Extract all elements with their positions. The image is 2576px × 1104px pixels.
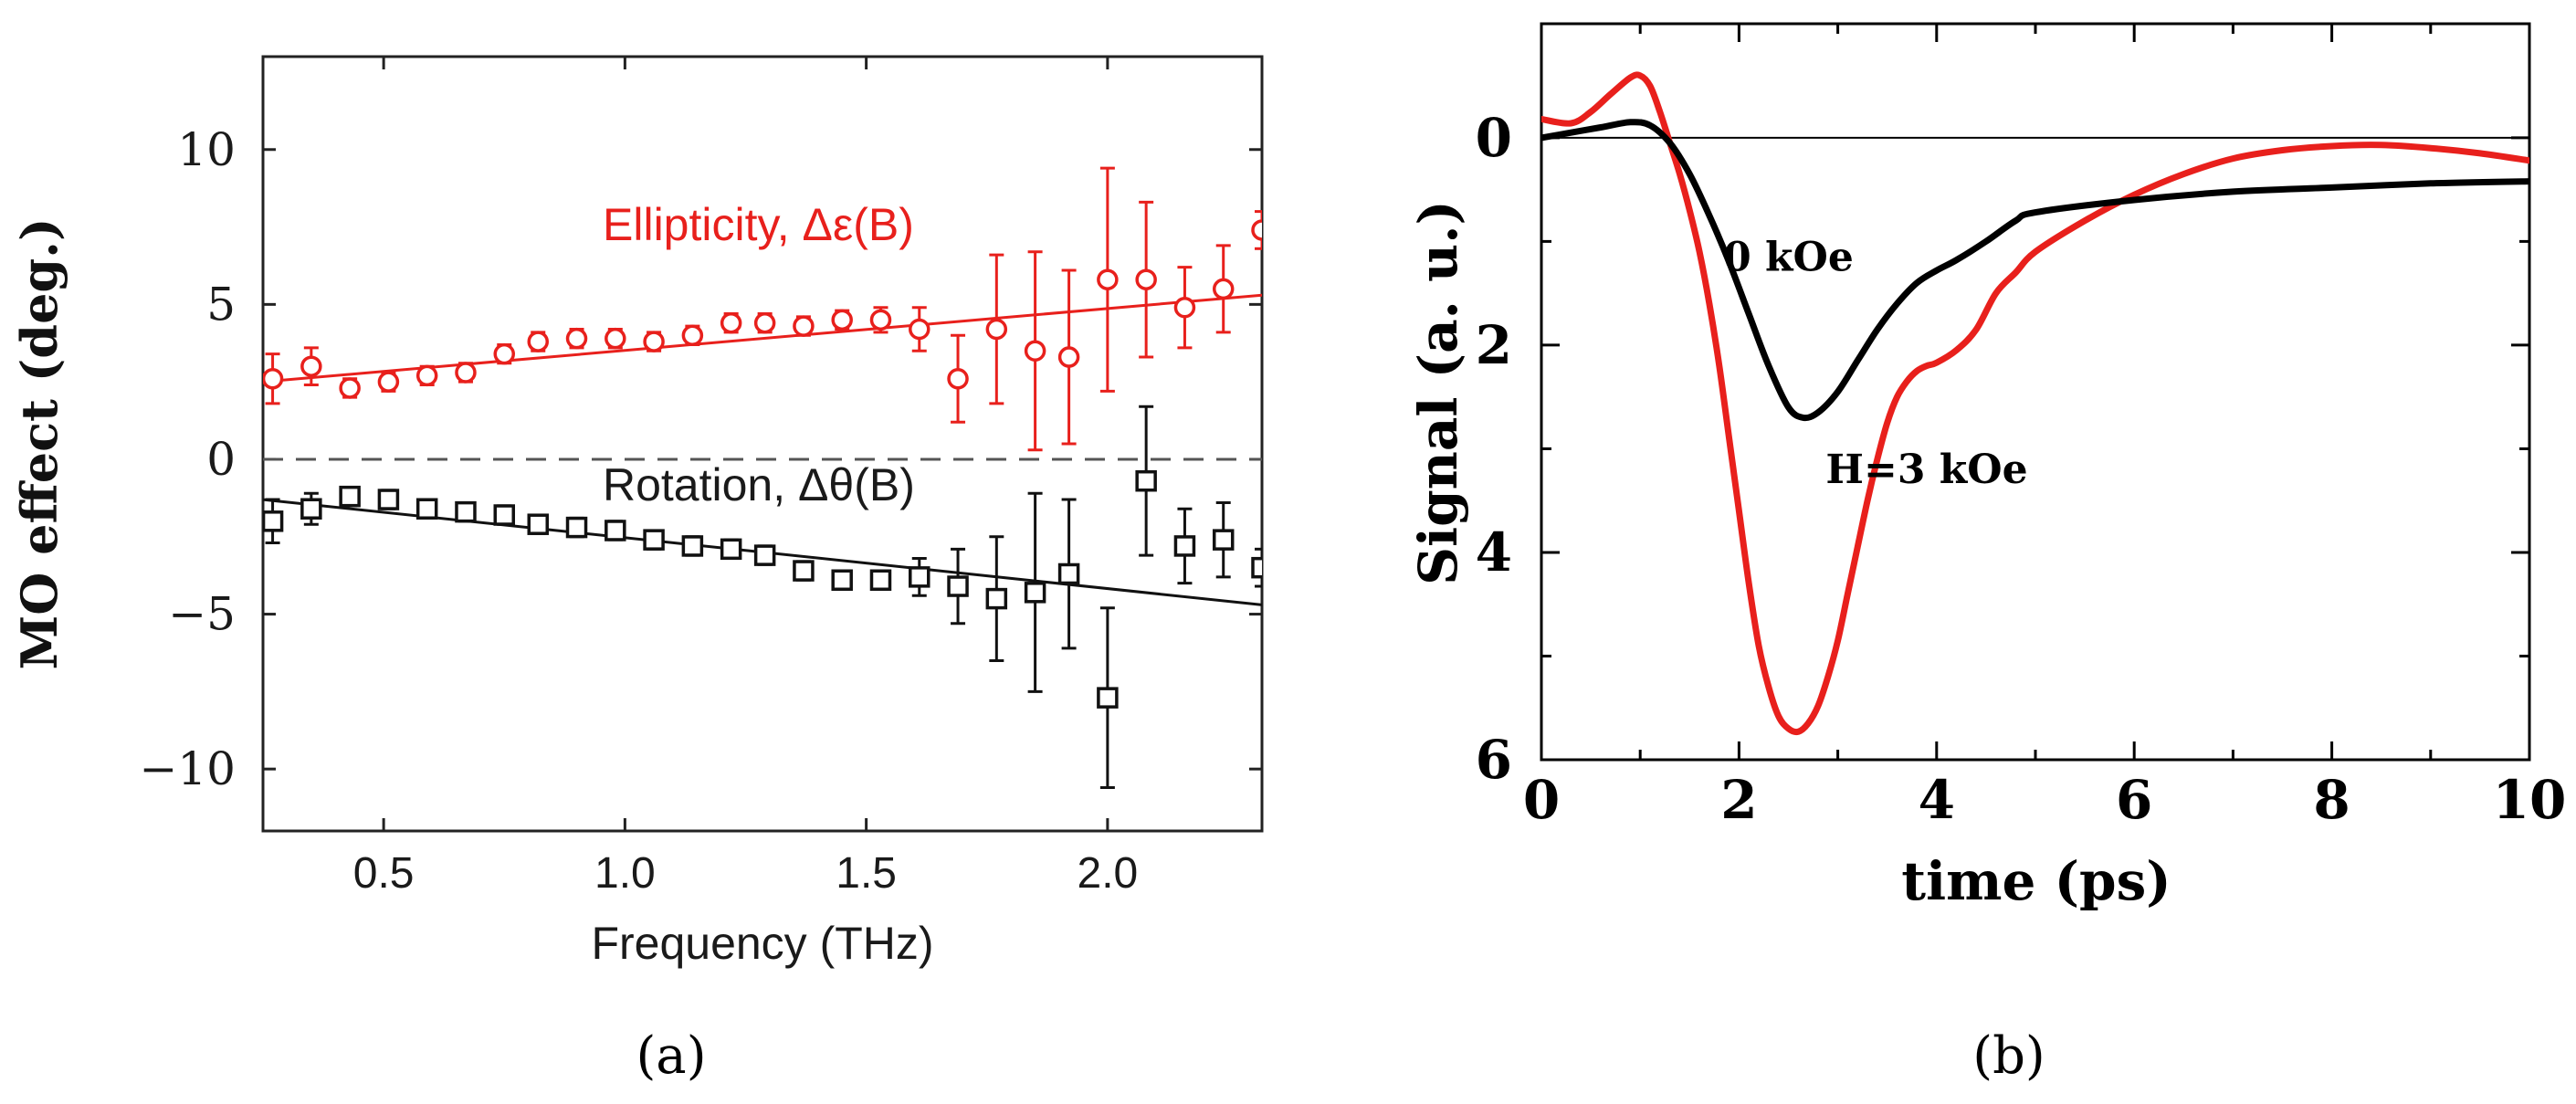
- a-point-ellipticity: [415, 364, 438, 387]
- a-point-ellipticity: [793, 315, 815, 337]
- a-point-ellipticity: [869, 309, 892, 331]
- a-point-rotation: [493, 504, 516, 526]
- a-point-ellipticity: [339, 377, 361, 399]
- a-x-axis-label: Frequency (THz): [591, 918, 933, 969]
- a-point-ellipticity: [1024, 340, 1046, 362]
- a-xtick-labels: 0.5 1.0 1.5 2.0: [353, 849, 1138, 898]
- a-point-rotation: [1212, 529, 1235, 551]
- b-ytick-labels: 0 2 4 6: [1476, 107, 1512, 791]
- a-point-rotation: [455, 500, 477, 523]
- a-point-rotation: [1097, 687, 1119, 709]
- a-point-ellipticity: [300, 355, 322, 377]
- a-legend-rotation: Rotation, Δθ(B): [603, 459, 915, 510]
- a-point-ellipticity: [605, 327, 626, 350]
- a-legend-ellipticity: Ellipticity, Δε(B): [603, 199, 914, 250]
- a-point-rotation: [909, 566, 931, 588]
- panel-a: 10 5 0 −5 −10 0.5 1.0 1.5 2.0 Ellipticity, Δε(B…: [10, 55, 1264, 1086]
- a-point-rotation: [1057, 563, 1080, 585]
- a-point-rotation: [753, 544, 776, 566]
- a-xtick-label: 1.5: [836, 849, 897, 898]
- a-point-rotation: [869, 569, 892, 591]
- a-point-rotation: [720, 538, 742, 561]
- a-point-ellipticity: [1135, 268, 1157, 290]
- a-ytick-label: 0: [206, 433, 236, 486]
- a-point-ellipticity: [493, 342, 516, 365]
- b-xtick-label: 4: [1919, 769, 1955, 831]
- a-ytick-label: 5: [206, 278, 236, 331]
- a-xtick-label: 0.5: [353, 849, 415, 898]
- panel-b: 0 2 4 6 0 2 4 6 8 10 0 kOe H=3 kOe time (ps) Sig…: [1407, 22, 2567, 1086]
- a-point-rotation: [527, 513, 549, 535]
- a-point-rotation: [339, 485, 361, 508]
- a-point-rotation: [263, 510, 284, 532]
- a-point-ellipticity: [377, 371, 400, 393]
- b-annotation-3koe: H=3 kOe: [1825, 447, 2027, 493]
- b-y-axis-label: Signal (a. u.): [1407, 200, 1469, 585]
- b-xtick-labels: 0 2 4 6 8 10: [1523, 769, 2567, 831]
- a-point-ellipticity: [565, 327, 588, 350]
- a-point-rotation: [681, 535, 704, 557]
- b-x-axis-label: time (ps): [1901, 850, 2171, 912]
- plot-area-a: [261, 55, 1264, 833]
- a-ytick-labels: 10 5 0 −5 −10: [139, 123, 236, 795]
- a-point-rotation: [831, 569, 853, 591]
- a-point-ellipticity: [720, 311, 742, 334]
- a-point-ellipticity: [1212, 278, 1235, 300]
- b-ytick-label: 6: [1476, 729, 1512, 791]
- a-markers: [263, 219, 1262, 709]
- a-point-ellipticity: [909, 318, 931, 341]
- a-y-axis-label: MO effect (deg.): [10, 217, 68, 669]
- a-ytick-label: −10: [139, 742, 236, 795]
- a-point-ellipticity: [985, 318, 1008, 341]
- a-point-ellipticity: [455, 362, 477, 384]
- a-point-ellipticity: [1251, 219, 1262, 241]
- a-point-rotation: [1024, 582, 1046, 604]
- a-point-ellipticity: [753, 311, 776, 334]
- a-point-rotation: [643, 529, 665, 551]
- a-xtick-label: 1.0: [594, 849, 656, 898]
- a-point-rotation: [1251, 556, 1262, 579]
- b-tick-marks: [1540, 24, 2531, 762]
- b-xtick-label: 2: [1720, 769, 1757, 831]
- a-point-rotation: [605, 520, 626, 541]
- a-point-ellipticity: [947, 368, 969, 390]
- a-point-ellipticity: [1097, 268, 1119, 290]
- b-ytick-label: 4: [1476, 521, 1512, 584]
- b-ytick-label: 2: [1476, 314, 1512, 376]
- a-point-rotation: [1135, 469, 1157, 492]
- a-ytick-label: 10: [177, 123, 236, 176]
- b-annotation-0koe: 0 kOe: [1723, 234, 1854, 280]
- a-point-ellipticity: [681, 324, 704, 347]
- b-xtick-label: 10: [2493, 769, 2567, 831]
- a-point-ellipticity: [1057, 346, 1080, 368]
- a-point-ellipticity: [831, 309, 853, 331]
- plot-area-b: [1540, 22, 2531, 762]
- a-point-rotation: [947, 575, 969, 597]
- a-xtick-label: 2.0: [1078, 849, 1139, 898]
- panel-label-a: (a): [636, 1026, 706, 1086]
- b-ytick-label: 0: [1476, 107, 1512, 169]
- a-point-rotation: [1173, 535, 1196, 557]
- panel-label-b: (b): [1972, 1026, 2045, 1086]
- a-point-rotation: [415, 498, 438, 520]
- a-point-rotation: [793, 560, 815, 582]
- a-point-ellipticity: [643, 331, 665, 352]
- b-curve-0koe: [1541, 119, 2529, 422]
- b-xtick-label: 0: [1523, 769, 1560, 831]
- a-point-ellipticity: [1173, 297, 1196, 319]
- a-point-ellipticity: [263, 368, 284, 390]
- a-point-rotation: [565, 516, 588, 539]
- a-point-rotation: [377, 489, 400, 510]
- a-point-rotation: [985, 587, 1008, 610]
- b-xtick-label: 6: [2116, 769, 2152, 831]
- b-curves: [1541, 71, 2529, 736]
- a-point-ellipticity: [527, 331, 549, 352]
- a-ytick-label: −5: [168, 588, 236, 641]
- b-xtick-label: 8: [2313, 769, 2350, 831]
- a-point-rotation: [300, 498, 322, 520]
